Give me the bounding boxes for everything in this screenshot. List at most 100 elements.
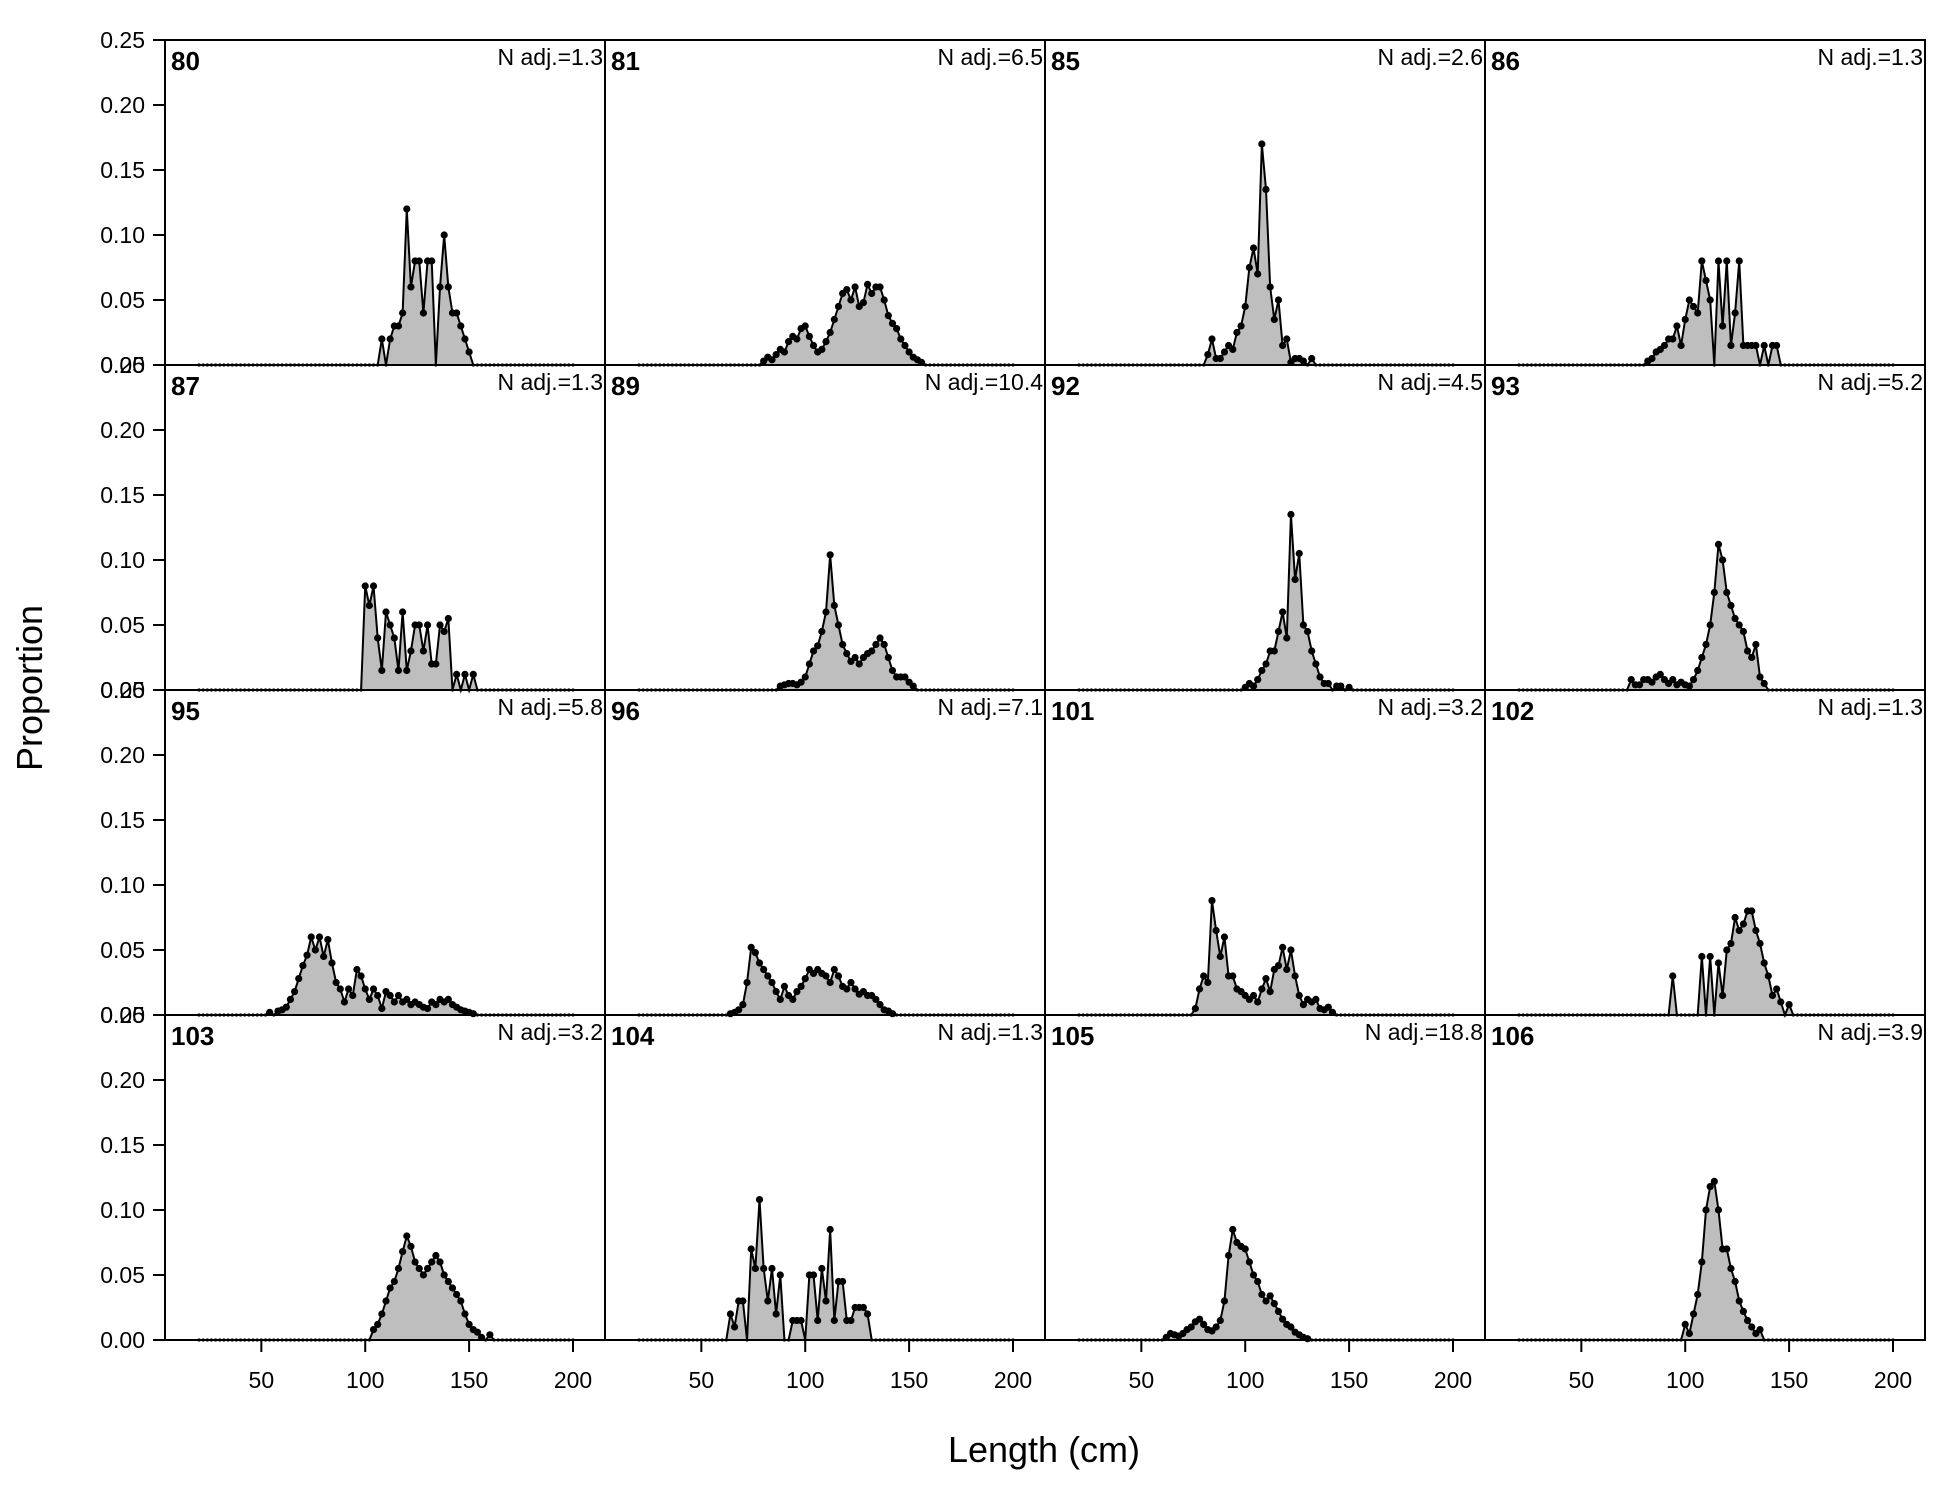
data-point <box>826 551 834 559</box>
data-point <box>814 1316 822 1325</box>
data-point <box>290 988 299 996</box>
series-line <box>1519 910 1893 1018</box>
n-adj-label: N adj.=2.6 <box>1378 44 1484 70</box>
data-point <box>876 634 884 642</box>
data-point <box>834 621 843 629</box>
data-point <box>826 1225 834 1234</box>
data-point <box>1258 1290 1266 1299</box>
panel-label: 85 <box>1051 46 1080 76</box>
panel-104: 104 N adj.=1.3 50 100 150 200 <box>604 1014 1046 1393</box>
data-point <box>444 1277 452 1286</box>
data-point <box>378 666 386 675</box>
data-point <box>776 1271 784 1279</box>
data-point <box>1752 926 1760 935</box>
data-point <box>1249 244 1258 252</box>
data-point <box>797 1316 805 1325</box>
data-point <box>1279 608 1287 616</box>
data-point <box>286 995 295 1004</box>
data-point <box>818 1264 826 1273</box>
panel-frame <box>604 39 1046 366</box>
data-point <box>768 356 776 364</box>
data-point <box>1727 939 1735 948</box>
data-point <box>1208 897 1216 905</box>
data-point <box>843 650 851 658</box>
data-point <box>1337 682 1345 690</box>
data-point <box>399 1248 407 1256</box>
panel-label: 101 <box>1051 696 1094 726</box>
data-point <box>839 1277 847 1286</box>
data-point <box>465 348 473 356</box>
panel-95: 95 N adj.=5.8 0.00 0.05 0.10 0.15 0.20 0.25 <box>100 677 606 1028</box>
data-point <box>453 1290 461 1299</box>
data-point <box>374 634 382 642</box>
data-point <box>739 1297 747 1305</box>
data-point <box>851 653 859 662</box>
area-fill <box>1079 144 1453 365</box>
y-tick-label: 0.25 <box>100 1002 145 1028</box>
data-point <box>809 647 818 655</box>
data-point <box>473 1328 482 1336</box>
data-point <box>730 1323 739 1331</box>
data-point <box>1295 549 1303 558</box>
n-adj-label: N adj.=1.3 <box>498 44 604 70</box>
data-point <box>1685 296 1693 304</box>
data-point <box>1212 926 1220 935</box>
data-point <box>399 309 407 317</box>
data-point <box>357 972 365 980</box>
data-point <box>1200 972 1208 980</box>
data-point <box>1274 627 1283 636</box>
area-fill <box>1519 911 1893 1015</box>
data-point <box>378 1004 386 1013</box>
data-point <box>428 257 436 265</box>
data-point <box>793 335 801 343</box>
data-point <box>1216 354 1224 363</box>
panel-label: 102 <box>1491 696 1534 726</box>
data-point <box>1723 1245 1731 1253</box>
panel-92: 92 N adj.=4.5 <box>1044 364 1486 692</box>
panel-103: 103 N adj.=3.2 0.00 0.05 0.10 0.15 0.20 0.25 50 1… <box>100 1002 606 1393</box>
area-fill <box>199 209 573 365</box>
data-point <box>884 653 892 662</box>
data-point <box>1274 962 1283 970</box>
data-point <box>1685 1329 1693 1338</box>
data-point <box>743 978 751 987</box>
panel-106: 106 N adj.=3.9 50 100 150 200 <box>1484 1014 1926 1393</box>
n-adj-label: N adj.=7.1 <box>938 694 1044 720</box>
y-tick-label: 0.05 <box>100 612 145 638</box>
data-point <box>423 621 432 629</box>
data-point <box>1727 341 1735 350</box>
data-point <box>311 946 319 954</box>
data-point <box>764 1297 772 1305</box>
n-adj-label: N adj.=1.3 <box>498 369 604 395</box>
data-point <box>1669 972 1677 980</box>
data-point <box>905 348 913 356</box>
data-point <box>415 257 423 265</box>
data-point <box>1685 682 1693 690</box>
data-point <box>805 332 813 340</box>
x-tick-label: 100 <box>346 1367 384 1393</box>
data-point <box>1706 952 1714 961</box>
data-point <box>1308 354 1316 363</box>
y-tick-label: 0.10 <box>100 222 145 248</box>
data-point <box>1220 933 1229 941</box>
data-point <box>851 283 859 291</box>
data-point <box>440 627 448 636</box>
data-point <box>1249 991 1258 1000</box>
data-point <box>1714 1206 1723 1214</box>
data-point <box>1299 621 1307 629</box>
panel-label: 81 <box>611 46 640 76</box>
data-point <box>1266 1292 1274 1300</box>
data-point <box>1752 640 1760 649</box>
data-point <box>1702 276 1710 285</box>
data-point <box>1773 985 1781 993</box>
data-point <box>1702 640 1710 649</box>
y-tick-label: 0.20 <box>100 1067 145 1093</box>
panel-label: 80 <box>171 46 200 76</box>
data-point <box>1760 959 1768 967</box>
y-tick-label: 0.15 <box>100 482 145 508</box>
data-point <box>863 280 872 288</box>
n-adj-label: N adj.=1.3 <box>1818 694 1924 720</box>
panel-105: 105 N adj.=18.8 50 100 150 200 <box>1044 1014 1486 1393</box>
data-point <box>419 1271 427 1279</box>
